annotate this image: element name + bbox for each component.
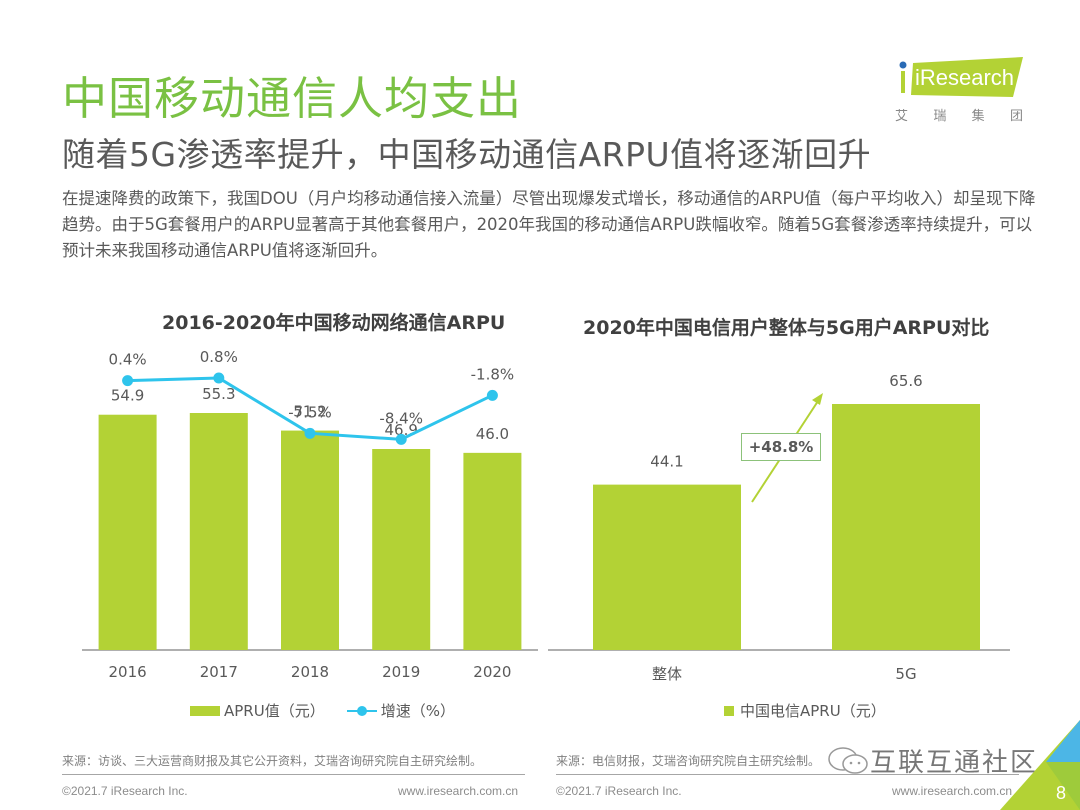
bar-value-label: 46.0	[476, 425, 509, 443]
bar-value-label: 54.9	[111, 387, 144, 405]
legend-item-telecom-arpu: 中国电信APRU（元）	[724, 700, 886, 721]
bar-overall	[593, 484, 741, 650]
bar-value-label: 65.6	[889, 372, 922, 390]
footer-divider-right	[556, 774, 1019, 775]
bar-value-label: 44.1	[650, 453, 683, 471]
page-title: 中国移动通信人均支出	[62, 72, 523, 125]
bar-2018	[281, 430, 339, 650]
watermark-text: 互联互通社区	[870, 748, 1039, 778]
logo-subtitle: 艾 瑞 集 团	[895, 105, 1023, 124]
growth-point-2019	[395, 433, 407, 445]
logo-sub-char: 艾	[895, 109, 909, 124]
watermark: 互联互通社区	[826, 742, 1038, 779]
legend-label: 增速（%）	[380, 702, 455, 720]
bar-swatch-icon	[190, 705, 220, 716]
x-tick-label: 2018	[291, 663, 329, 681]
bar-value-label: 55.3	[202, 385, 235, 403]
chart1-title: 2016-2020年中国移动网络通信ARPU	[162, 312, 506, 334]
wechat-icon	[828, 746, 868, 774]
page-number: 8	[1055, 783, 1066, 803]
line-marker-swatch-icon	[346, 705, 377, 716]
growth-point-2020	[486, 389, 498, 401]
growth-value-label: -7.5%	[288, 403, 332, 421]
description-paragraph: 在提速降费的政策下，我国DOU（月户均移动通信接入流量）尽管出现爆发式增长，移动…	[62, 189, 1036, 260]
growth-value-label: -8.4%	[379, 409, 423, 427]
x-tick-label: 2016	[109, 663, 147, 681]
bar-2019	[372, 449, 431, 650]
growth-value-label: -1.8%	[471, 365, 515, 383]
iresearch-logo: iResearch 艾 瑞 集 团	[893, 55, 1025, 125]
logo-brand-text: iResearch	[915, 65, 1015, 90]
x-tick-label: 整体	[652, 665, 682, 683]
legend-label: 中国电信APRU（元）	[740, 702, 886, 720]
legend-label: APRU值（元）	[224, 702, 325, 720]
page-subtitle: 随着5G渗透率提升，中国移动通信ARPU值将逐渐回升	[62, 135, 872, 174]
growth-value-label: 0.8%	[200, 348, 238, 366]
chart1-plot: 54.9201655.3201751.2201846.9201946.02020…	[82, 348, 538, 681]
legend-item-arpu: APRU值（元）	[190, 700, 325, 721]
logo-brand-shape	[899, 57, 1023, 97]
growth-annotation: +48.8%	[741, 433, 821, 461]
bar-swatch-icon	[724, 705, 734, 716]
bar-5g	[832, 404, 980, 650]
growth-point-2018	[304, 427, 316, 439]
x-tick-label: 2019	[382, 663, 420, 681]
logo-sub-char: 团	[1009, 109, 1023, 124]
growth-point-2016	[122, 375, 134, 387]
source-note-right: 来源：电信财报，艾瑞咨询研究院自主研究绘制。	[556, 754, 821, 768]
x-tick-label: 5G	[895, 665, 916, 683]
footer-divider-left	[62, 774, 525, 775]
copyright-left: ©2021.7 iResearch Inc.	[62, 784, 188, 798]
legend-item-growth: 增速（%）	[346, 700, 455, 721]
growth-point-2017	[213, 372, 225, 384]
bar-2020	[463, 452, 522, 650]
website-link-left[interactable]: www.iresearch.com.cn	[398, 784, 519, 798]
bar-value-label: 51.2	[293, 403, 326, 421]
growth-arrow-head-icon	[812, 393, 823, 405]
x-tick-label: 2017	[200, 663, 238, 681]
source-note-left: 来源：访谈、三大运营商财报及其它公开资料，艾瑞咨询研究院自主研究绘制。	[62, 754, 483, 768]
logo-sub-char: 集	[971, 109, 985, 124]
x-tick-label: 2020	[473, 663, 511, 681]
logo-sub-char: 瑞	[933, 109, 947, 124]
growth-value-label: 0.4%	[109, 351, 147, 369]
chart2-title: 2020年中国电信用户整体与5G用户ARPU对比	[583, 317, 990, 339]
copyright-right: ©2021.7 iResearch Inc.	[556, 784, 682, 798]
bar-2017	[189, 413, 248, 650]
chart2-plot: 44.1 整体 65.6 5G	[548, 372, 1010, 683]
bar-2016	[98, 414, 157, 650]
chart1-legend: APRU值（元） 增速（%）	[190, 700, 477, 721]
corner-decoration	[1000, 720, 1080, 810]
website-link-right[interactable]: www.iresearch.com.cn	[892, 784, 1013, 798]
chart2-legend: 中国电信APRU（元）	[724, 700, 908, 721]
